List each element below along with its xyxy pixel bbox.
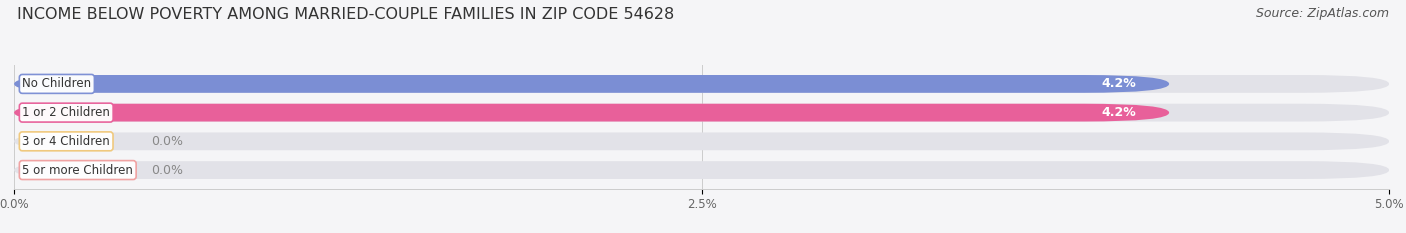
Text: 4.2%: 4.2% [1101,77,1136,90]
Text: 1 or 2 Children: 1 or 2 Children [22,106,110,119]
Text: 3 or 4 Children: 3 or 4 Children [22,135,110,148]
Text: 0.0%: 0.0% [152,164,184,177]
FancyBboxPatch shape [14,75,1170,93]
FancyBboxPatch shape [14,161,1389,179]
Text: 0.0%: 0.0% [152,135,184,148]
Text: Source: ZipAtlas.com: Source: ZipAtlas.com [1256,7,1389,20]
FancyBboxPatch shape [14,104,1389,122]
Text: 5 or more Children: 5 or more Children [22,164,134,177]
FancyBboxPatch shape [14,132,1389,150]
FancyBboxPatch shape [14,104,1170,122]
FancyBboxPatch shape [14,75,1389,93]
Text: No Children: No Children [22,77,91,90]
Text: INCOME BELOW POVERTY AMONG MARRIED-COUPLE FAMILIES IN ZIP CODE 54628: INCOME BELOW POVERTY AMONG MARRIED-COUPL… [17,7,673,22]
Text: 4.2%: 4.2% [1101,106,1136,119]
